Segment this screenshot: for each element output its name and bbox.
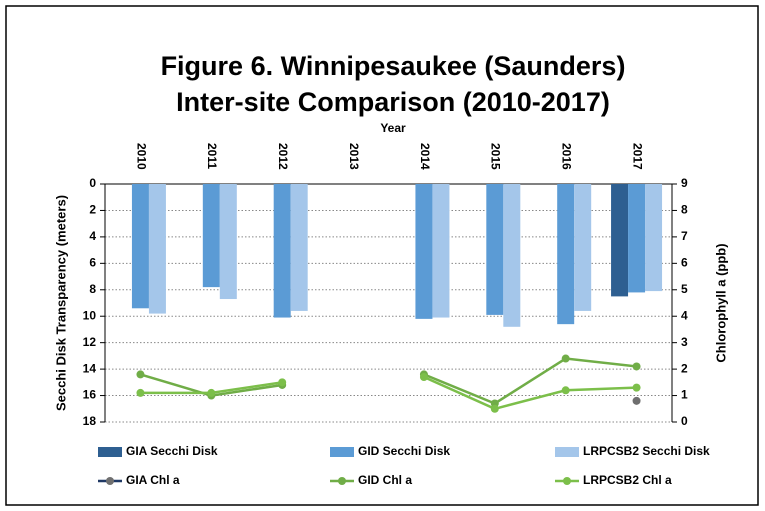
y-tick-label: 6 [89, 256, 96, 270]
x-tick-label: 2014 [418, 143, 432, 170]
legend-swatch [563, 477, 571, 485]
bar [219, 184, 237, 300]
y-tick-label: 8 [89, 282, 96, 296]
bar [131, 184, 149, 309]
bar [645, 184, 663, 292]
y2-axis-label: Chlorophyll a (ppb) [713, 243, 728, 362]
x-tick-label: 2015 [489, 143, 503, 170]
line-marker [632, 362, 641, 371]
y-tick-label: 12 [83, 335, 97, 349]
y-tick-label: 0 [89, 176, 96, 190]
x-tick-label: 2010 [134, 143, 148, 170]
y2-tick-label: 9 [681, 176, 688, 190]
bar [557, 184, 575, 325]
line-marker [136, 388, 145, 397]
bar [503, 184, 521, 327]
y-tick-label: 18 [83, 414, 97, 428]
y2-tick-label: 3 [681, 335, 688, 349]
bar [574, 184, 592, 311]
legend-swatch [555, 447, 579, 457]
y2-tick-label: 6 [681, 256, 688, 270]
bar [202, 184, 220, 288]
y2-tick-label: 7 [681, 229, 688, 243]
bar [290, 184, 308, 311]
bar [432, 184, 450, 318]
y-axis-label: Secchi Disk Transparency (meters) [53, 195, 68, 411]
y2-tick-label: 4 [681, 308, 688, 322]
x-axis-label: Year [380, 121, 406, 135]
y-tick-label: 14 [83, 361, 97, 375]
line-marker [632, 383, 641, 392]
legend-swatch [338, 477, 346, 485]
legend-label: LRPCSB2 Secchi Disk [583, 444, 710, 458]
x-tick-label: 2013 [347, 143, 361, 170]
y-tick-label: 10 [83, 308, 97, 322]
legend-swatch [98, 447, 122, 457]
y-tick-label: 16 [83, 388, 97, 402]
line-marker [207, 388, 216, 397]
legend-swatch [330, 447, 354, 457]
bar [415, 184, 433, 319]
line-marker [419, 373, 428, 382]
bar [486, 184, 504, 315]
line-marker [561, 386, 570, 395]
bar [148, 184, 166, 314]
line-marker [561, 354, 570, 363]
bar [628, 184, 646, 293]
y-tick-label: 2 [89, 203, 96, 217]
y2-tick-label: 0 [681, 414, 688, 428]
chart-title: Figure 6. Winnipesaukee (Saunders) [161, 51, 626, 81]
x-tick-label: 2012 [276, 143, 290, 170]
x-tick-label: 2011 [205, 143, 219, 169]
x-tick-label: 2016 [560, 143, 574, 170]
y2-tick-label: 1 [681, 388, 688, 402]
bar [273, 184, 291, 318]
legend-label: GIA Secchi Disk [126, 444, 218, 458]
legend-swatch [106, 477, 114, 485]
y-tick-label: 4 [89, 229, 96, 243]
bar [611, 184, 629, 297]
legend-label: LRPCSB2 Chl a [583, 473, 672, 487]
chart-title: Inter-site Comparison (2010-2017) [176, 87, 610, 117]
y2-tick-label: 8 [681, 203, 688, 217]
line-marker [490, 404, 499, 413]
line-marker [136, 370, 145, 379]
legend-label: GIA Chl a [126, 473, 180, 487]
line-marker [278, 378, 287, 387]
line-marker [632, 396, 641, 405]
legend-label: GID Chl a [358, 473, 412, 487]
y2-tick-label: 5 [681, 282, 688, 296]
legend-label: GID Secchi Disk [358, 444, 450, 458]
y2-tick-label: 2 [681, 361, 688, 375]
x-tick-label: 2017 [630, 143, 644, 170]
